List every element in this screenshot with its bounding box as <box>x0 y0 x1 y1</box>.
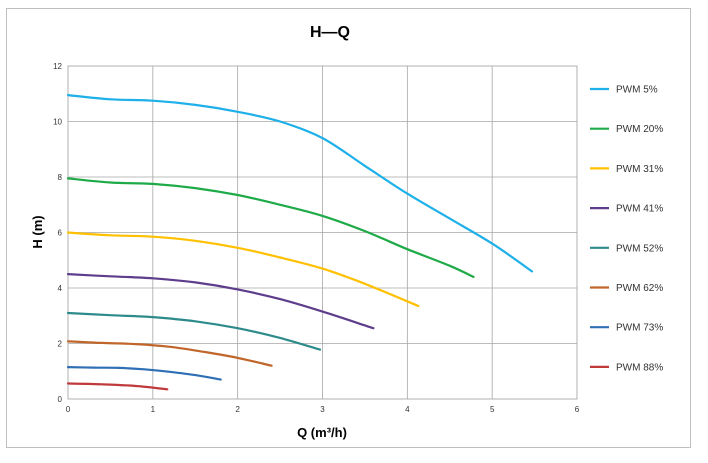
x-tick-label: 4 <box>405 405 410 414</box>
y-tick-label: 10 <box>53 118 62 127</box>
x-tick-label: 3 <box>320 405 325 414</box>
series-line-pwm-20 <box>66 177 475 278</box>
y-tick-label: 4 <box>58 284 63 293</box>
grid-lines <box>68 66 577 399</box>
x-tick-label: 5 <box>490 405 495 414</box>
x-tick-label: 1 <box>151 405 156 414</box>
series-line-pwm-41 <box>66 273 375 330</box>
x-axis-label: Q (m³/h) <box>297 425 347 440</box>
series-line-pwm-31 <box>66 231 420 308</box>
legend: PWM 5% PWM 20% PWM 31% PWM 41% PWM 52% PWM 62… <box>590 85 663 373</box>
series-lines <box>66 94 534 391</box>
y-tick-label: 2 <box>58 340 63 349</box>
x-tick-labels: 0 1 2 3 4 5 6 <box>66 405 580 414</box>
series-line-pwm-52 <box>66 311 322 351</box>
y-axis-label: H (m) <box>30 215 45 248</box>
chart-title: H—Q <box>310 24 350 41</box>
y-tick-label: 0 <box>58 395 63 404</box>
legend-label-pwm-52: PWM 52% <box>616 243 663 254</box>
legend-label-pwm-88: PWM 88% <box>616 362 663 373</box>
legend-label-pwm-41: PWM 41% <box>616 204 663 215</box>
y-tick-label: 8 <box>58 173 63 182</box>
y-tick-label: 12 <box>53 62 62 71</box>
x-tick-label: 0 <box>66 405 71 414</box>
legend-label-pwm-31: PWM 31% <box>616 164 663 175</box>
series-line-pwm-5 <box>66 94 534 273</box>
legend-label-pwm-62: PWM 62% <box>616 283 663 294</box>
y-tick-label: 6 <box>58 229 63 238</box>
x-tick-label: 2 <box>235 405 240 414</box>
legend-label-pwm-20: PWM 20% <box>616 124 663 135</box>
series-line-pwm-73 <box>66 366 222 381</box>
legend-label-pwm-5: PWM 5% <box>616 85 658 96</box>
legend-label-pwm-73: PWM 73% <box>616 323 663 334</box>
x-tick-label: 6 <box>575 405 580 414</box>
y-tick-labels: 0 2 4 6 8 10 12 <box>53 62 62 404</box>
series-line-pwm-88 <box>66 382 169 391</box>
series-line-pwm-62 <box>66 340 273 367</box>
